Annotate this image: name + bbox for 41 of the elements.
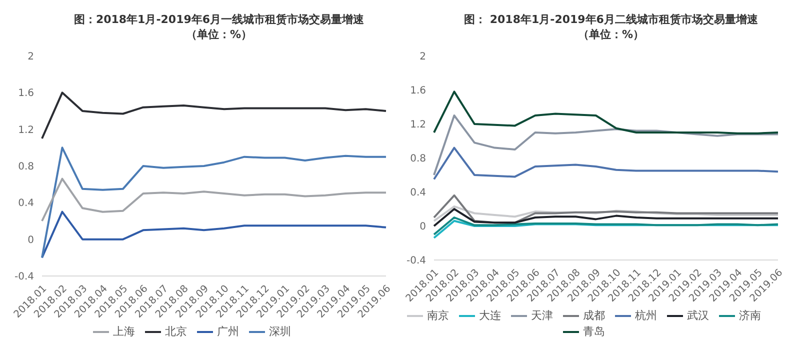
y-tick-label: 1.6 bbox=[18, 88, 34, 100]
y-tick-label: 2 bbox=[28, 52, 34, 63]
legend-label: 武汉 bbox=[687, 309, 709, 322]
chart-subtitle: （单位：%） bbox=[576, 27, 646, 42]
line-series bbox=[433, 208, 779, 227]
y-tick-label: 0.4 bbox=[410, 188, 426, 199]
y-tick-label: 0 bbox=[420, 222, 426, 233]
line-series bbox=[433, 90, 779, 134]
chart-title: 图：2018年1月-2019年6月一线城市租赁市场交易量增速 bbox=[72, 12, 366, 27]
y-tick-label: 1.2 bbox=[18, 124, 34, 136]
legend-label: 济南 bbox=[739, 309, 761, 322]
legend-label: 深圳 bbox=[269, 325, 291, 338]
line-series bbox=[41, 210, 387, 259]
y-tick-label: 1.6 bbox=[410, 86, 426, 97]
legend-label: 北京 bbox=[165, 325, 187, 338]
legend-label: 青岛 bbox=[583, 325, 605, 338]
y-tick-label: 0.4 bbox=[18, 198, 34, 210]
line-series bbox=[433, 194, 779, 224]
y-tick-label: 2 bbox=[420, 52, 426, 63]
line-series bbox=[433, 146, 779, 180]
legend-label: 上海 bbox=[113, 325, 135, 338]
y-tick-label: -0.4 bbox=[406, 256, 426, 267]
line-series bbox=[433, 114, 779, 176]
y-tick-label: 0 bbox=[28, 234, 34, 246]
line-series bbox=[433, 205, 779, 222]
chart-title: 图： 2018年1月-2019年6月二线城市租赁市场交易量增速 bbox=[463, 12, 759, 27]
y-tick-label: 0.8 bbox=[18, 162, 34, 173]
y-tick-label: 0.8 bbox=[410, 154, 426, 165]
legend-label: 大连 bbox=[479, 309, 501, 322]
legend-label: 成都 bbox=[583, 309, 605, 322]
line-series bbox=[41, 178, 387, 222]
legend-label: 广州 bbox=[217, 325, 239, 338]
line-series bbox=[41, 92, 387, 140]
line-series bbox=[41, 146, 387, 259]
y-tick-label: 1.2 bbox=[410, 120, 426, 131]
chart-subtitle: （单位：%） bbox=[184, 27, 254, 42]
legend-label: 杭州 bbox=[635, 309, 657, 322]
legend-label: 南京 bbox=[427, 309, 449, 322]
y-tick-label: -0.4 bbox=[14, 272, 34, 283]
legend-label: 天津 bbox=[531, 309, 553, 322]
line-series bbox=[433, 216, 779, 236]
